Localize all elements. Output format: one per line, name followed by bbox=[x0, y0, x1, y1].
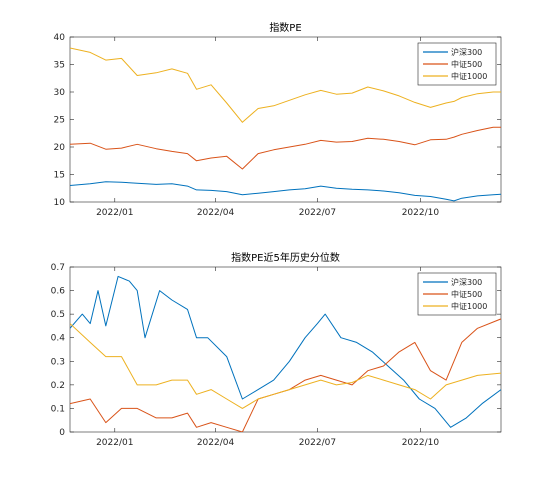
y-tick-label: 35 bbox=[54, 61, 65, 71]
chart-title: 指数PE bbox=[269, 21, 301, 34]
y-tick-label: 0.4 bbox=[51, 334, 66, 344]
legend-label: 沪深300 bbox=[451, 277, 482, 287]
legend-label: 中证1000 bbox=[451, 301, 487, 311]
legend-label: 沪深300 bbox=[451, 47, 482, 57]
x-tick-label: 2022/10 bbox=[402, 438, 440, 448]
legend: 沪深300 中证500 中证1000 bbox=[417, 42, 497, 86]
y-tick-label: 0.1 bbox=[51, 404, 65, 414]
y-tick-label: 0.3 bbox=[51, 357, 65, 367]
y-tick-label: 15 bbox=[54, 171, 65, 181]
x-tick-label: 2022/10 bbox=[402, 208, 440, 218]
chart-panel-2: 指数PE近5年历史分位数 0 0.1 0.2 0.3 0.4 0.5 0.6 0.7 2022/0… bbox=[51, 251, 502, 448]
y-tick-label: 20 bbox=[54, 143, 66, 153]
series-line-中证1000 bbox=[70, 47, 501, 123]
x-tick-label: 2022/04 bbox=[197, 438, 235, 448]
y-tick-label: 0.5 bbox=[51, 310, 65, 320]
x-tick-label: 2022/04 bbox=[197, 208, 235, 218]
x-tick-label: 2022/07 bbox=[299, 208, 336, 218]
x-tick-label: 2022/07 bbox=[299, 438, 336, 448]
series-line-沪深300 bbox=[70, 181, 501, 202]
x-tick-label: 2022/01 bbox=[96, 438, 133, 448]
y-tick-label: 0.2 bbox=[51, 381, 65, 391]
y-tick-label: 30 bbox=[54, 88, 66, 98]
legend-label: 中证500 bbox=[451, 289, 482, 299]
legend-label: 中证500 bbox=[451, 59, 482, 69]
y-tick-label: 0.6 bbox=[51, 287, 66, 297]
x-tick-label: 2022/01 bbox=[96, 208, 133, 218]
y-tick-label: 0 bbox=[59, 428, 65, 438]
y-tick-label: 0.7 bbox=[51, 263, 65, 273]
chart-title: 指数PE近5年历史分位数 bbox=[231, 251, 340, 264]
chart-panel-1: 指数PE 10 15 20 25 30 35 40 2022/01 2022/04 2022/07 2… bbox=[54, 21, 502, 218]
series-line-沪深300 bbox=[70, 275, 501, 428]
legend: 沪深300 中证500 中证1000 bbox=[417, 272, 497, 316]
y-tick-label: 40 bbox=[54, 33, 66, 43]
legend-label: 中证1000 bbox=[451, 71, 487, 81]
y-tick-label: 25 bbox=[54, 116, 65, 126]
y-tick-label: 10 bbox=[54, 198, 66, 208]
series-line-中证1000 bbox=[70, 323, 501, 409]
series-line-中证500 bbox=[70, 126, 501, 170]
